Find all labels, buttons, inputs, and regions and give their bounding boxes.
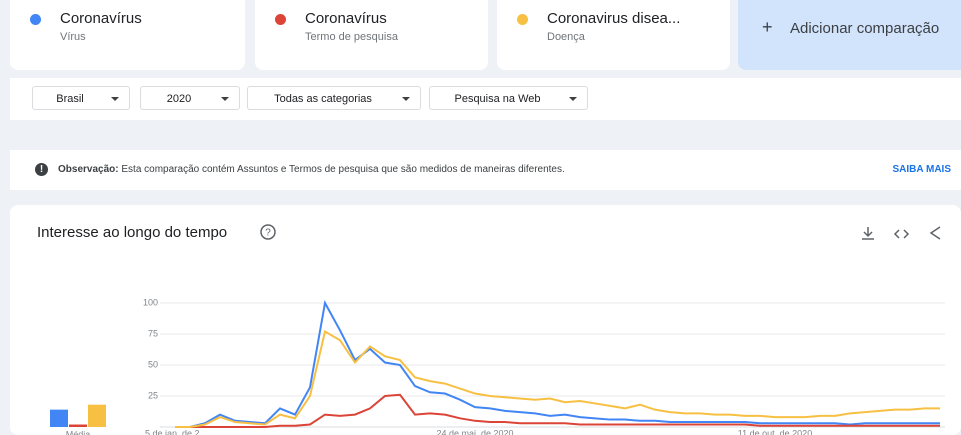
y-tick-label: 75 bbox=[148, 328, 158, 338]
chart: Interesse ao longo do tempo ? 25 50 75 100 5… bbox=[10, 205, 961, 435]
average-label: Média bbox=[66, 429, 91, 435]
x-tick-label: 5 de jan. de 2 bbox=[145, 428, 200, 435]
caret bbox=[221, 97, 229, 101]
help-icon-glyph: ? bbox=[265, 228, 271, 239]
notice-bar: ! Observação: Esta comparação contém Ass… bbox=[10, 150, 961, 190]
x-tick-label: 11 de out. de 2020 bbox=[738, 428, 812, 435]
y-tick-label: 25 bbox=[148, 390, 158, 400]
term-name: Coronavírus bbox=[60, 10, 142, 27]
filter-dropdown[interactable]: Brasil bbox=[32, 86, 130, 110]
term-card[interactable]: Coronavírus Vírus bbox=[10, 0, 245, 70]
term-card[interactable]: Coronavirus disea... Doença bbox=[497, 0, 730, 70]
add-label: Adicionar comparação bbox=[790, 20, 940, 37]
share-icon[interactable] bbox=[929, 226, 941, 240]
term-name: Coronavírus bbox=[305, 10, 387, 27]
filter-label: 2020 bbox=[166, 93, 192, 105]
term-kind: Vírus bbox=[60, 31, 86, 43]
notice-text: Observação: Esta comparação contém Assun… bbox=[58, 164, 565, 175]
term-dot bbox=[30, 14, 41, 25]
chart-card bbox=[10, 205, 961, 435]
series-line bbox=[175, 393, 940, 428]
term-kind: Doença bbox=[547, 31, 585, 43]
caret bbox=[111, 97, 119, 101]
filter-dropdown[interactable]: 2020 bbox=[140, 86, 240, 110]
learn-more[interactable]: SAIBA MAIS bbox=[892, 164, 951, 175]
filter-label: Brasil bbox=[56, 93, 84, 105]
x-tick-label: 24 de mai. de 2020 bbox=[436, 428, 513, 435]
chart-title: Interesse ao longo do tempo bbox=[37, 224, 227, 241]
filter-dropdown[interactable]: Pesquisa na Web bbox=[429, 86, 588, 110]
caret bbox=[402, 97, 410, 101]
term-name: Coronavirus disea... bbox=[547, 10, 681, 27]
help-icon[interactable] bbox=[260, 224, 276, 240]
term-card[interactable]: Coronavírus Termo de pesquisa bbox=[255, 0, 488, 70]
notice-icon: ! bbox=[35, 163, 48, 176]
plus-icon: + bbox=[762, 17, 773, 37]
caret bbox=[569, 97, 577, 101]
average-bar bbox=[50, 409, 68, 427]
embed-icon[interactable] bbox=[893, 229, 910, 239]
average-bar bbox=[69, 424, 87, 427]
download-icon[interactable] bbox=[862, 227, 874, 240]
series-line bbox=[175, 300, 940, 428]
notice-label: Observação: bbox=[58, 164, 119, 175]
term-kind: Termo de pesquisa bbox=[305, 31, 398, 43]
filter-label: Pesquisa na Web bbox=[454, 93, 541, 105]
series-line bbox=[175, 329, 940, 428]
add-comparison[interactable]: + Adicionar comparação bbox=[738, 0, 961, 70]
filter-label: Todas as categorias bbox=[274, 93, 372, 105]
filter-dropdown[interactable]: Todas as categorias bbox=[247, 86, 421, 110]
average-bar bbox=[88, 404, 106, 427]
y-tick-label: 100 bbox=[143, 297, 158, 307]
y-tick-label: 50 bbox=[148, 359, 158, 369]
term-dot bbox=[517, 14, 528, 25]
term-dot bbox=[275, 14, 286, 25]
notice-body: Esta comparação contém Assuntos e Termos… bbox=[118, 164, 565, 175]
